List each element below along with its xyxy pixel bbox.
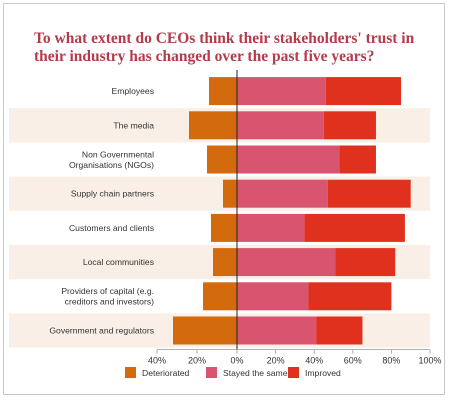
legend-swatch [288,367,299,378]
legend-label: Stayed the same [223,368,288,378]
category-label: Government and regulators [49,326,154,336]
deteriorated-bar [213,248,237,277]
legend-swatch [125,367,136,378]
improved-bar [323,111,376,140]
stayed-the-same-bar [237,316,317,345]
improved-bar [327,179,411,208]
improved-bar [339,145,376,174]
chart-title: To what extent do CEOs think their stake… [34,30,415,65]
x-tick-label: 0% [230,356,243,366]
x-tick-label: 100% [418,356,441,366]
legend-label: Improved [305,368,341,378]
stayed-the-same-bar [237,111,324,140]
deteriorated-bar [211,213,237,242]
deteriorated-bar [209,77,237,106]
stayed-the-same-bar [237,248,336,277]
x-tick-label: 80% [382,356,400,366]
stayed-the-same-bar [237,179,328,208]
stayed-the-same-bar [237,213,305,242]
improved-bar [308,282,392,311]
x-tick-label: 40% [305,356,323,366]
category-label: Organisations (NGOs) [69,160,154,170]
improved-bar [304,213,405,242]
x-tick-label: 40% [148,356,166,366]
category-label: Employees [111,86,154,96]
category-label: Local communities [83,257,154,267]
category-label: creditors and investors) [65,297,154,307]
improved-bar [316,316,363,345]
deteriorated-bar [189,111,237,140]
stayed-the-same-bar [237,77,326,106]
deteriorated-bar [203,282,237,311]
legend-label: Deteriorated [142,368,190,378]
improved-bar [325,77,402,106]
deteriorated-bar [207,145,237,174]
category-label: Supply chain partners [71,189,154,199]
category-label: Non Governmental [82,149,154,159]
category-label: Customers and clients [69,223,154,233]
category-label: The media [113,120,154,130]
stayed-the-same-bar [237,282,309,311]
improved-bar [335,248,396,277]
deteriorated-bar [173,316,237,345]
x-tick-label: 60% [344,356,362,366]
deteriorated-bar [223,179,237,208]
legend-swatch [206,367,217,378]
x-tick-label: 20% [188,356,206,366]
category-label: Providers of capital (e.g. [61,286,154,296]
stayed-the-same-bar [237,145,340,174]
x-tick-label: 20% [267,356,285,366]
